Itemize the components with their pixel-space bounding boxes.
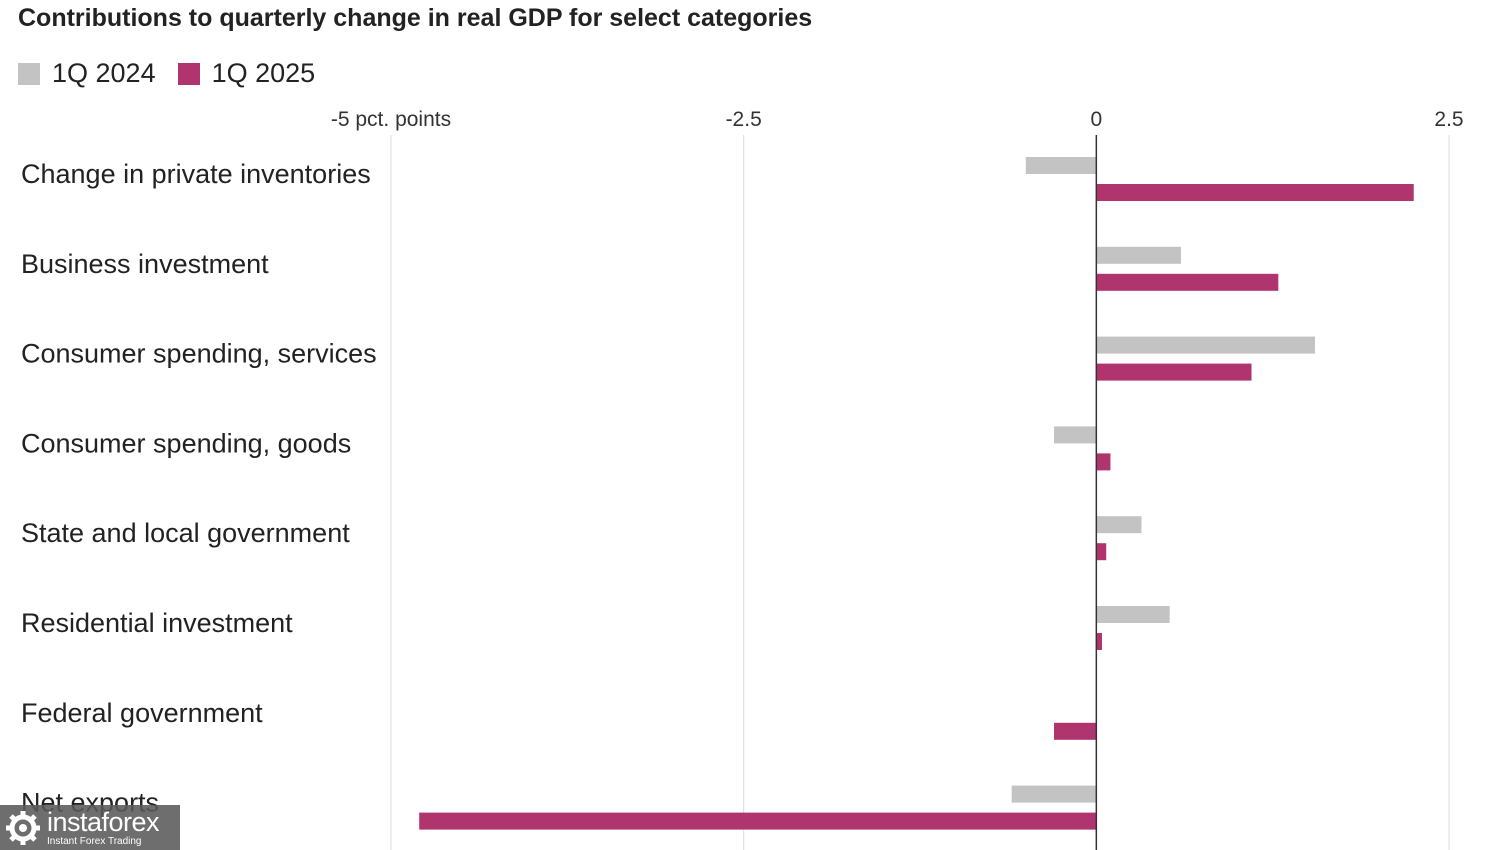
bar-series-2 (419, 812, 1097, 830)
category-label: Consumer spending, goods (21, 428, 351, 458)
watermark: instaforex Instant Forex Trading (0, 805, 180, 850)
bar-series-1 (1054, 426, 1097, 444)
bar-series-1 (1096, 606, 1170, 623)
bar-series-2 (1096, 453, 1111, 471)
legend-swatch-series-2 (177, 62, 200, 85)
gear-icon (6, 810, 40, 845)
bar-series-2 (1096, 363, 1252, 381)
bar-series-1 (1096, 336, 1315, 354)
category-label: Residential investment (21, 608, 293, 638)
category-label: Change in private inventories (21, 159, 371, 189)
x-tick-label: 0 (1090, 108, 1102, 131)
bar-series-2 (1054, 722, 1097, 740)
category-label: Business investment (21, 249, 269, 279)
legend-label-series-1: 1Q 2024 (52, 58, 156, 88)
category-label: Consumer spending, services (21, 339, 377, 369)
chart-title: Contributions to quarterly change in rea… (18, 4, 813, 32)
bar-series-2 (1096, 184, 1414, 201)
bar-series-1 (1096, 516, 1142, 534)
chart-legend: 1Q 2024 1Q 2025 (18, 58, 337, 89)
legend-item-series-1: 1Q 2024 (18, 58, 156, 89)
bar-series-2 (1096, 633, 1102, 650)
bar-series-1 (1025, 157, 1097, 174)
legend-label-series-2: 1Q 2025 (211, 58, 316, 88)
x-tick-label: -2.5 (726, 108, 762, 131)
x-tick-label: 2.5 (1434, 108, 1463, 131)
bar-series-2 (1096, 273, 1279, 291)
legend-item-series-2: 1Q 2025 (177, 58, 316, 89)
bar-series-2 (1096, 543, 1107, 561)
bar-series-1 (1096, 246, 1181, 264)
category-label: Federal government (21, 698, 263, 728)
legend-swatch-series-1 (18, 62, 40, 85)
category-label: State and local government (21, 518, 350, 548)
watermark-name: instaforex (47, 806, 160, 837)
x-tick-label: -5 pct. points (331, 108, 451, 131)
watermark-tagline: Instant Forex Trading (47, 835, 142, 847)
bar-series-1 (1011, 785, 1097, 803)
